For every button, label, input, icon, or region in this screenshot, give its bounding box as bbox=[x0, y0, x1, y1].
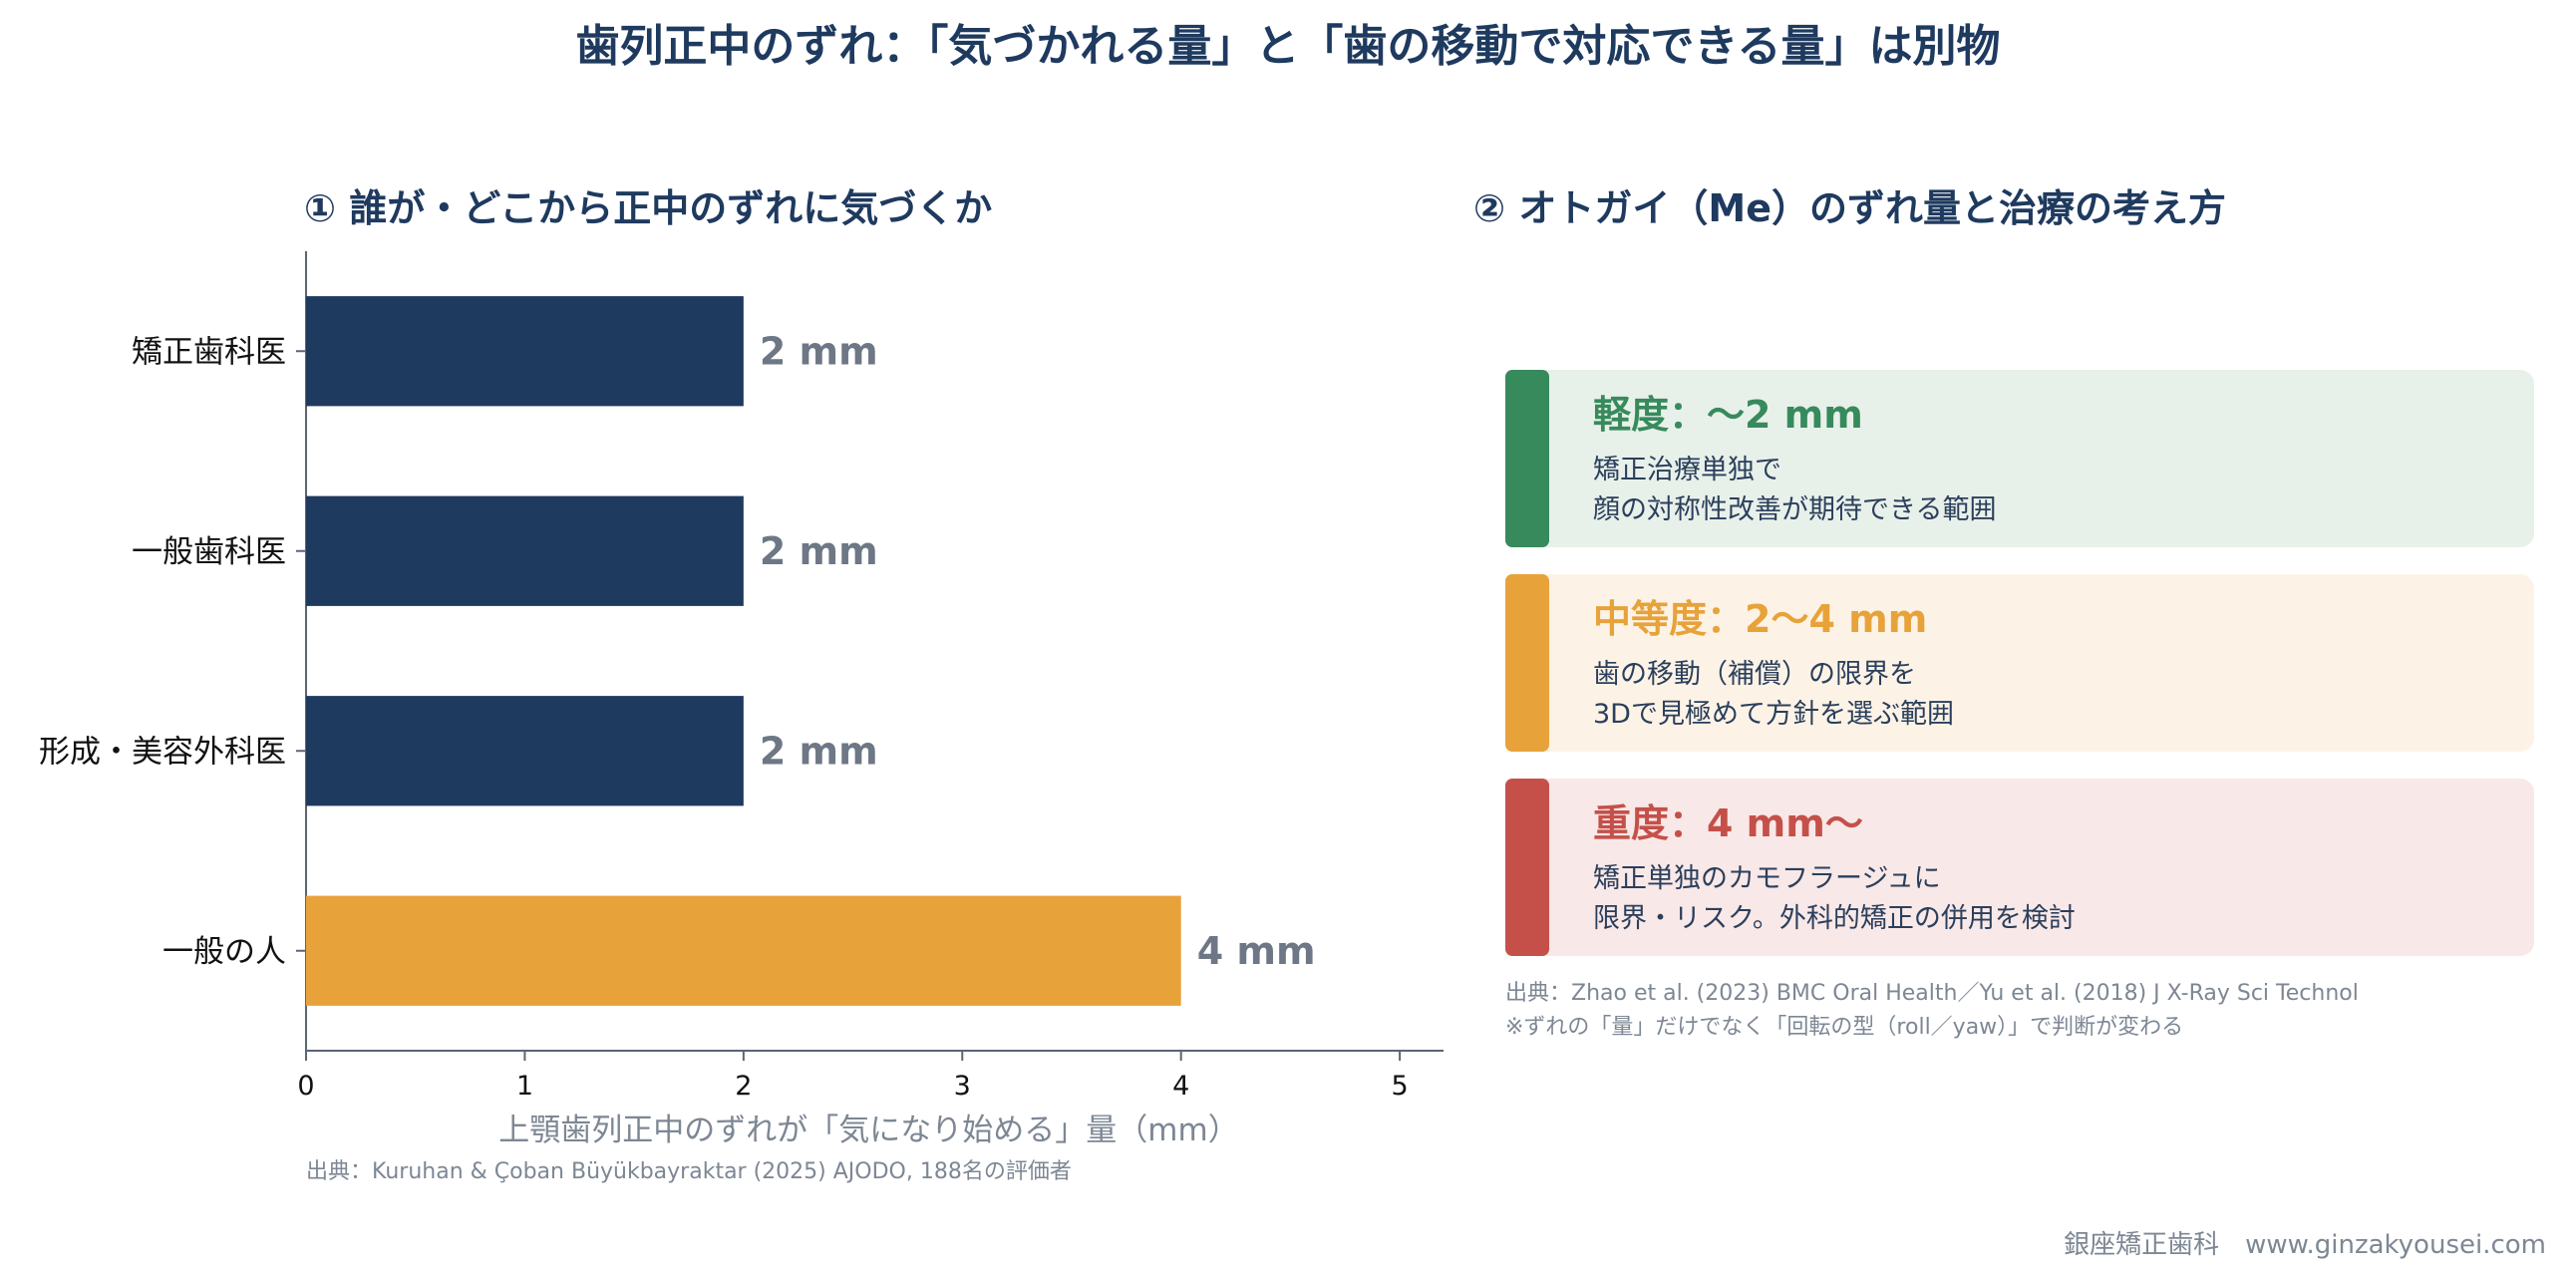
panel2-note: ※ずれの「量」だけでなく「回転の型（roll／yaw）」で判断が変わる bbox=[1505, 1015, 2184, 1040]
panel1-source: 出典：Kuruhan & Çoban Büyükbayraktar (2025)… bbox=[306, 1159, 1072, 1184]
card-severe: 重度：4 mm〜 矯正単独のカモフラージュに 限界・リスク。外科的矯正の併用を検… bbox=[1505, 779, 2534, 956]
footer-credit: 銀座矯正歯科 www.ginzakyousei.com bbox=[2064, 1230, 2546, 1260]
category-label-3: 一般の人 bbox=[162, 934, 286, 970]
x-tick-label-4: 4 bbox=[1172, 1071, 1189, 1102]
x-tick-label-3: 3 bbox=[954, 1071, 971, 1102]
x-tick-label-5: 5 bbox=[1392, 1071, 1409, 1102]
card-severe-stripe bbox=[1505, 779, 1549, 956]
card-severe-heading: 重度：4 mm〜 bbox=[1593, 801, 1863, 845]
bar-1 bbox=[306, 495, 744, 606]
card-severe-line1: 矯正単独のカモフラージュに bbox=[1593, 863, 1941, 894]
value-label-2: 2 mm bbox=[760, 729, 878, 773]
bar-2 bbox=[306, 696, 744, 806]
bar-0 bbox=[306, 296, 744, 407]
card-mild-line1: 矯正治療単独で bbox=[1593, 455, 1781, 485]
category-label-2: 形成・美容外科医 bbox=[39, 734, 286, 770]
category-label-1: 一般歯科医 bbox=[132, 534, 286, 570]
card-mild: 軽度：〜2 mm 矯正治療単独で 顔の対称性改善が期待できる範囲 bbox=[1505, 370, 2534, 547]
card-mild-stripe bbox=[1505, 370, 1549, 547]
card-moderate-heading: 中等度：2〜4 mm bbox=[1593, 597, 1928, 641]
x-tick-label-2: 2 bbox=[735, 1071, 752, 1102]
x-tick-label-0: 0 bbox=[297, 1071, 314, 1102]
bar-chart: 矯正歯科医 2 mm 一般歯科医 2 mm 形成・美容外科医 2 mm 一般の人 4 mm 0 1… bbox=[39, 251, 1444, 1148]
page-title: 歯列正中のずれ：「気づかれる量」と「歯の移動で対応できる量」は別物 bbox=[575, 21, 2001, 72]
value-label-1: 2 mm bbox=[760, 529, 878, 573]
card-moderate-stripe bbox=[1505, 574, 1549, 752]
x-axis-label: 上顎歯列正中のずれが「気になり始める」量（mm） bbox=[498, 1113, 1238, 1148]
card-moderate: 中等度：2〜4 mm 歯の移動（補償）の限界を 3Dで見極めて方針を選ぶ範囲 bbox=[1505, 574, 2534, 752]
card-mild-line2: 顔の対称性改善が期待できる範囲 bbox=[1593, 494, 1997, 525]
card-moderate-line1: 歯の移動（補償）の限界を bbox=[1593, 659, 1916, 690]
bar-3 bbox=[306, 895, 1181, 1006]
panel1-title: ① 誰が・どこから正中のずれに気づくか bbox=[304, 186, 993, 230]
value-label-0: 2 mm bbox=[760, 329, 878, 373]
x-tick-label-1: 1 bbox=[516, 1071, 533, 1102]
card-severe-line2: 限界・リスク。外科的矯正の併用を検討 bbox=[1593, 903, 2076, 934]
panel2-title: ② オトガイ（Me）のずれ量と治療の考え方 bbox=[1473, 186, 2226, 230]
value-label-3: 4 mm bbox=[1197, 929, 1316, 973]
panel2-source: 出典：Zhao et al. (2023) BMC Oral Health／Yu… bbox=[1505, 981, 2359, 1006]
card-moderate-line2: 3Dで見極めて方針を選ぶ範囲 bbox=[1593, 699, 1954, 730]
card-mild-heading: 軽度：〜2 mm bbox=[1593, 393, 1863, 437]
category-label-0: 矯正歯科医 bbox=[132, 334, 286, 370]
